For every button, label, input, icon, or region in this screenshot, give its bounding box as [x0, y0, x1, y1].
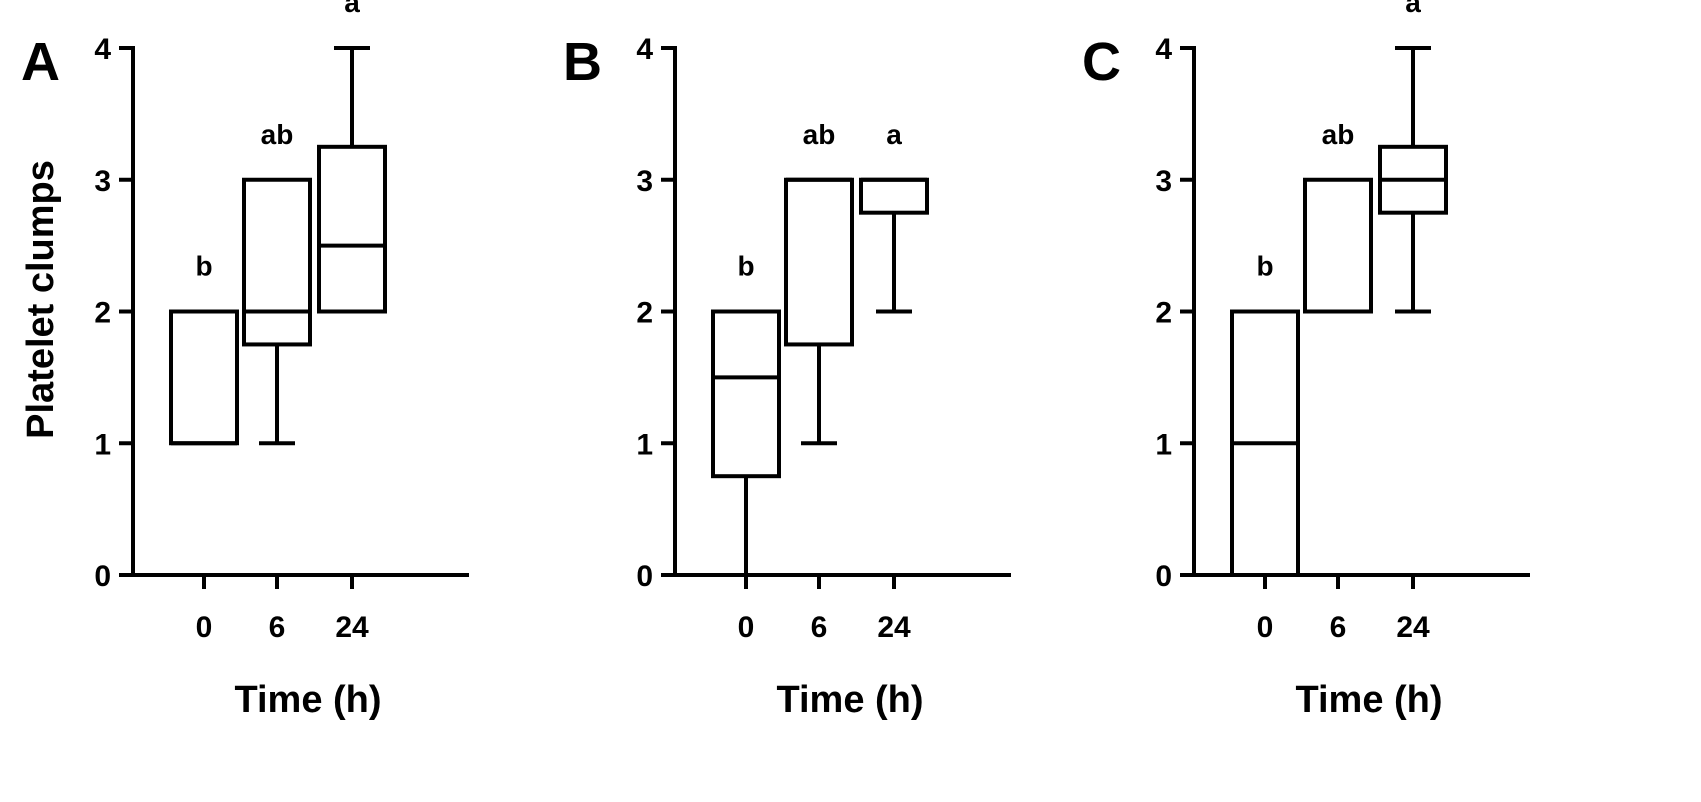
box-24: a — [1378, 0, 1448, 314]
box-iqr — [711, 309, 781, 479]
x-tick-label: 0 — [196, 611, 213, 644]
significance-letter: b — [737, 251, 754, 282]
y-tick-label: 3 — [1155, 165, 1172, 198]
box-0: b — [169, 251, 239, 446]
box-6: ab — [1303, 119, 1373, 314]
y-tick-label: 4 — [636, 33, 653, 66]
box-6: ab — [242, 119, 312, 446]
significance-letter: ab — [803, 119, 836, 150]
x-axis-title: Time (h) — [234, 679, 381, 721]
y-tick-label: 4 — [1155, 33, 1172, 66]
box-iqr — [1303, 177, 1373, 314]
box-iqr — [242, 177, 312, 347]
y-tick-label: 1 — [94, 428, 111, 461]
panel-label: A — [21, 32, 60, 92]
y-tick-label: 3 — [636, 165, 653, 198]
box-0: b — [1230, 251, 1300, 577]
panel-label: C — [1082, 32, 1121, 92]
y-tick-label: 2 — [94, 297, 111, 330]
x-tick-label: 0 — [738, 611, 755, 644]
y-tick-label: 4 — [94, 33, 111, 66]
box-iqr — [784, 177, 854, 347]
significance-letter: ab — [261, 119, 294, 150]
box-6: ab — [784, 119, 854, 446]
y-axis-title: Platelet clumps — [20, 160, 62, 439]
panel-c: C 0 1 2 3 4 0 6 24 Time (h) b ab a — [1082, 0, 1530, 721]
significance-letter: ab — [1322, 119, 1355, 150]
box-iqr — [169, 309, 239, 446]
y-tick-label: 1 — [1155, 428, 1172, 461]
x-tick-label: 6 — [269, 611, 286, 644]
box-24: a — [859, 119, 929, 314]
x-axis-title: Time (h) — [776, 679, 923, 721]
x-tick-label: 24 — [335, 611, 369, 644]
significance-letter: b — [195, 251, 212, 282]
x-axis-title: Time (h) — [1295, 679, 1442, 721]
panel-b: B 0 1 2 3 4 0 6 24 Time (h) b ab a — [563, 32, 1011, 721]
significance-letter: a — [344, 0, 360, 18]
significance-letter: b — [1256, 251, 1273, 282]
y-tick-label: 0 — [636, 560, 653, 593]
y-tick-label: 3 — [94, 165, 111, 198]
y-tick-label: 0 — [94, 560, 111, 593]
box-24: a — [317, 0, 387, 314]
significance-letter: a — [886, 119, 902, 150]
y-tick-label: 2 — [1155, 297, 1172, 330]
x-tick-label: 24 — [877, 611, 911, 644]
y-tick-label: 2 — [636, 297, 653, 330]
x-tick-label: 24 — [1396, 611, 1430, 644]
significance-letter: a — [1405, 0, 1421, 18]
box-iqr — [317, 144, 387, 314]
panel-a: A 0 1 2 3 4 Platelet clumps 0 6 24 Time (h) b ab a — [20, 0, 469, 721]
y-tick-label: 1 — [636, 428, 653, 461]
x-tick-label: 0 — [1257, 611, 1274, 644]
box-iqr — [859, 177, 929, 215]
x-tick-label: 6 — [1330, 611, 1347, 644]
panel-label: B — [563, 32, 602, 92]
box-0: b — [711, 251, 781, 577]
y-tick-label: 0 — [1155, 560, 1172, 593]
x-tick-label: 6 — [811, 611, 828, 644]
